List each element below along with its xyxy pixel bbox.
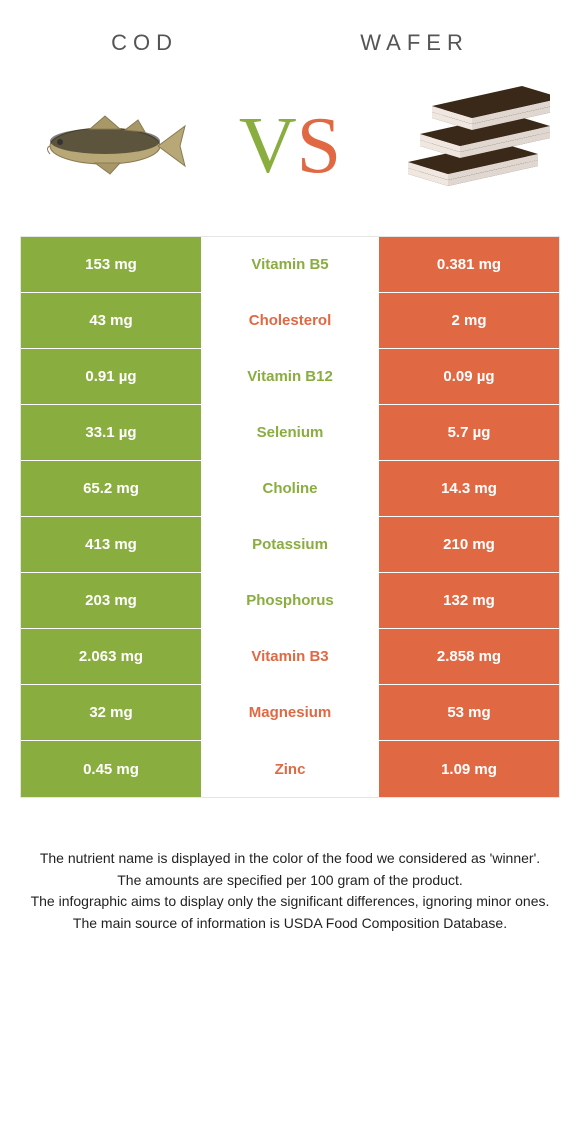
table-row: 43 mgCholesterol2 mg	[21, 293, 559, 349]
left-value-cell: 413 mg	[21, 517, 201, 572]
vs-v: V	[239, 102, 297, 190]
table-row: 2.063 mgVitamin B32.858 mg	[21, 629, 559, 685]
nutrient-name-cell: Phosphorus	[201, 573, 379, 628]
right-value-cell: 1.09 mg	[379, 741, 559, 797]
left-value-cell: 153 mg	[21, 237, 201, 292]
nutrient-table: 153 mgVitamin B50.381 mg43 mgCholesterol…	[20, 236, 560, 798]
nutrient-name-cell: Vitamin B3	[201, 629, 379, 684]
left-value-cell: 32 mg	[21, 685, 201, 740]
nutrient-name-cell: Zinc	[201, 741, 379, 797]
cod-image	[30, 86, 190, 206]
table-row: 32 mgMagnesium53 mg	[21, 685, 559, 741]
footer-notes: The nutrient name is displayed in the co…	[30, 848, 550, 935]
header: COD WAFER	[0, 0, 580, 76]
right-value-cell: 132 mg	[379, 573, 559, 628]
left-value-cell: 0.91 µg	[21, 349, 201, 404]
table-row: 203 mgPhosphorus132 mg	[21, 573, 559, 629]
footer-line: The infographic aims to display only the…	[30, 891, 550, 913]
footer-line: The main source of information is USDA F…	[30, 913, 550, 935]
right-value-cell: 14.3 mg	[379, 461, 559, 516]
right-value-cell: 0.381 mg	[379, 237, 559, 292]
table-row: 413 mgPotassium210 mg	[21, 517, 559, 573]
nutrient-name-cell: Vitamin B12	[201, 349, 379, 404]
right-value-cell: 2 mg	[379, 293, 559, 348]
left-value-cell: 43 mg	[21, 293, 201, 348]
nutrient-name-cell: Vitamin B5	[201, 237, 379, 292]
left-value-cell: 65.2 mg	[21, 461, 201, 516]
right-value-cell: 5.7 µg	[379, 405, 559, 460]
left-value-cell: 33.1 µg	[21, 405, 201, 460]
food-title-left: COD	[111, 30, 178, 56]
right-value-cell: 2.858 mg	[379, 629, 559, 684]
table-row: 65.2 mgCholine14.3 mg	[21, 461, 559, 517]
vs-s: S	[297, 102, 342, 190]
vs-label: VS	[239, 101, 341, 192]
right-value-cell: 53 mg	[379, 685, 559, 740]
vs-row: VS	[0, 76, 580, 236]
left-value-cell: 0.45 mg	[21, 741, 201, 797]
table-row: 0.91 µgVitamin B120.09 µg	[21, 349, 559, 405]
nutrient-name-cell: Selenium	[201, 405, 379, 460]
footer-line: The nutrient name is displayed in the co…	[30, 848, 550, 870]
nutrient-name-cell: Choline	[201, 461, 379, 516]
table-row: 33.1 µgSelenium5.7 µg	[21, 405, 559, 461]
food-title-right: WAFER	[360, 30, 469, 56]
left-value-cell: 203 mg	[21, 573, 201, 628]
right-value-cell: 0.09 µg	[379, 349, 559, 404]
footer-line: The amounts are specified per 100 gram o…	[30, 870, 550, 892]
nutrient-name-cell: Magnesium	[201, 685, 379, 740]
right-value-cell: 210 mg	[379, 517, 559, 572]
nutrient-name-cell: Potassium	[201, 517, 379, 572]
wafer-image	[390, 86, 550, 206]
table-row: 0.45 mgZinc1.09 mg	[21, 741, 559, 797]
nutrient-name-cell: Cholesterol	[201, 293, 379, 348]
left-value-cell: 2.063 mg	[21, 629, 201, 684]
table-row: 153 mgVitamin B50.381 mg	[21, 237, 559, 293]
